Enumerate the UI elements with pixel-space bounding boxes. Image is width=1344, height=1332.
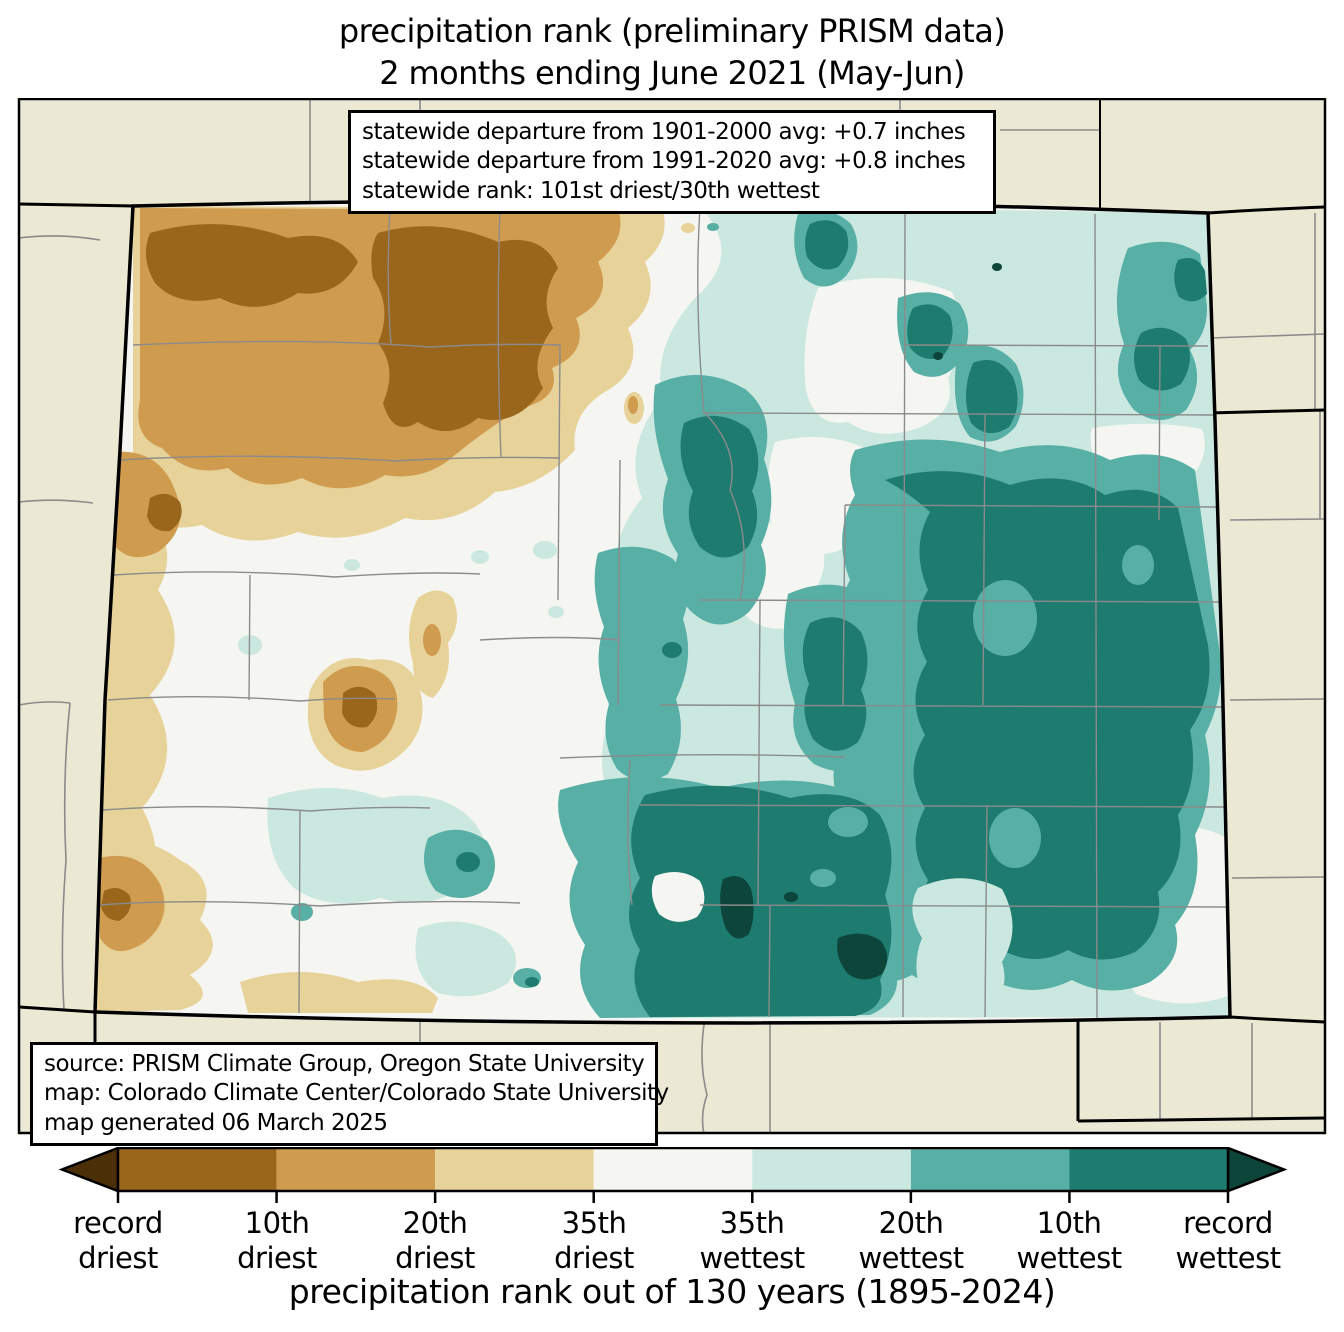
colorbar-left-arrow — [58, 1147, 120, 1193]
statewide-stats-box: statewide departure from 1901-2000 avg: … — [348, 110, 996, 215]
colorbar-axis-label: precipitation rank out of 130 years (189… — [288, 1272, 1056, 1311]
legend-segment-near-normal — [593, 1148, 753, 1191]
source-line-3: map generated 06 March 2025 — [44, 1109, 388, 1136]
colorbar-outline — [116, 1147, 1230, 1193]
colorbar-segments — [118, 1148, 1229, 1191]
colorbar-right-arrow — [1226, 1147, 1288, 1193]
legend-segment-20th-driest — [276, 1148, 436, 1191]
legend-segment-35th-driest — [435, 1148, 594, 1191]
wet-core-holes — [651, 545, 1154, 1013]
legend-segment-35th-wettest — [752, 1148, 911, 1191]
source-line-2: map: Colorado Climate Center/Colorado St… — [44, 1080, 669, 1107]
record-wettest-spots — [720, 263, 1002, 980]
legend-label-record-driest: record driest — [73, 1206, 163, 1276]
legend-label-20th-driest: 20th driest — [395, 1206, 475, 1276]
legend-segment-10th-driest — [118, 1148, 277, 1191]
county-lines — [98, 206, 1228, 1019]
legend-segment-20th-wettest — [910, 1148, 1070, 1191]
legend-label-record-wettest: record wettest — [1175, 1206, 1281, 1276]
legend-label-10th-driest: 10th driest — [237, 1206, 317, 1276]
colorado-precipitation-map — [17, 98, 1327, 1135]
legend-label-35th-wettest: 35th wettest — [699, 1206, 805, 1276]
colorbar-ticks — [116, 1191, 1230, 1203]
outside-state-borders — [18, 99, 1326, 1134]
legend-label-35th-driest: 35th driest — [554, 1206, 634, 1276]
precipitation-shading — [95, 200, 1230, 1023]
stats-line-3: statewide rank: 101st driest/30th wettes… — [362, 177, 820, 204]
map-title-line1: precipitation rank (preliminary PRISM da… — [338, 12, 1006, 50]
stats-line-1: statewide departure from 1901-2000 avg: … — [362, 119, 966, 145]
source-line-1: source: PRISM Climate Group, Oregon Stat… — [44, 1051, 645, 1077]
precipitation-rank-colorbar — [58, 1147, 1288, 1203]
legend-segment-10th-wettest — [1069, 1148, 1229, 1191]
legend-label-20th-wettest: 20th wettest — [858, 1206, 964, 1276]
map-frame — [17, 98, 1327, 1135]
stats-line-2: statewide departure from 1991-2020 avg: … — [362, 148, 966, 175]
source-credit-box: source: PRISM Climate Group, Oregon Stat… — [30, 1042, 669, 1147]
map-title-line2: 2 months ending June 2021 (May-Jun) — [379, 54, 965, 92]
driest-10-areas — [101, 224, 558, 921]
legend-label-10th-wettest: 10th wettest — [1016, 1206, 1122, 1276]
